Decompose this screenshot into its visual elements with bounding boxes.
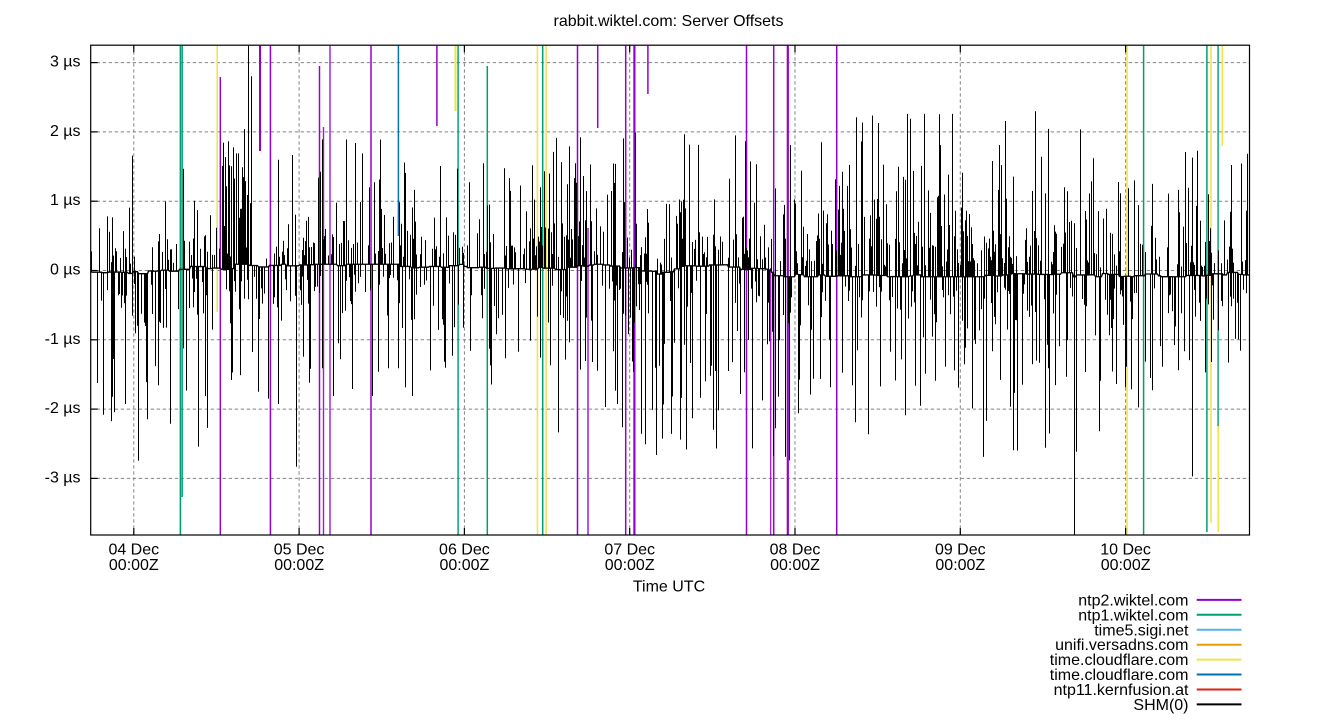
svg-text:3 µs: 3 µs [50, 54, 81, 71]
svg-text:07 Dec: 07 Dec [604, 542, 655, 559]
svg-text:00:00Z: 00:00Z [935, 557, 985, 574]
svg-text:04 Dec: 04 Dec [108, 542, 159, 559]
svg-text:00:00Z: 00:00Z [1101, 557, 1151, 574]
svg-text:00:00Z: 00:00Z [770, 557, 820, 574]
svg-text:time5.sigi.net: time5.sigi.net [1094, 622, 1189, 639]
svg-text:1 µs: 1 µs [50, 192, 81, 209]
svg-text:00:00Z: 00:00Z [439, 557, 489, 574]
svg-text:time.cloudflare.com: time.cloudflare.com [1050, 667, 1189, 684]
svg-text:ntp1.wiktel.com: ntp1.wiktel.com [1078, 607, 1188, 624]
svg-text:time.cloudflare.com: time.cloudflare.com [1050, 652, 1189, 669]
svg-text:ntp11.kernfusion.at: ntp11.kernfusion.at [1054, 682, 1189, 699]
svg-text:0 µs: 0 µs [50, 262, 81, 279]
svg-text:ntp2.wiktel.com: ntp2.wiktel.com [1078, 592, 1188, 609]
svg-text:unifi.versadns.com: unifi.versadns.com [1055, 637, 1188, 654]
svg-text:00:00Z: 00:00Z [605, 557, 655, 574]
svg-text:05 Dec: 05 Dec [274, 542, 325, 559]
svg-text:10 Dec: 10 Dec [1100, 542, 1151, 559]
svg-text:2 µs: 2 µs [50, 123, 81, 140]
svg-text:-3 µs: -3 µs [45, 469, 81, 486]
svg-text:00:00Z: 00:00Z [109, 557, 159, 574]
svg-text:09 Dec: 09 Dec [935, 542, 986, 559]
svg-text:Time UTC: Time UTC [633, 579, 705, 596]
svg-text:-1 µs: -1 µs [45, 331, 81, 348]
svg-text:rabbit.wiktel.com: Server Offs: rabbit.wiktel.com: Server Offsets [554, 13, 784, 30]
svg-text:SHM(0): SHM(0) [1133, 697, 1188, 714]
svg-text:06 Dec: 06 Dec [439, 542, 490, 559]
svg-text:-2 µs: -2 µs [45, 400, 81, 417]
svg-text:08 Dec: 08 Dec [770, 542, 821, 559]
svg-text:00:00Z: 00:00Z [274, 557, 324, 574]
